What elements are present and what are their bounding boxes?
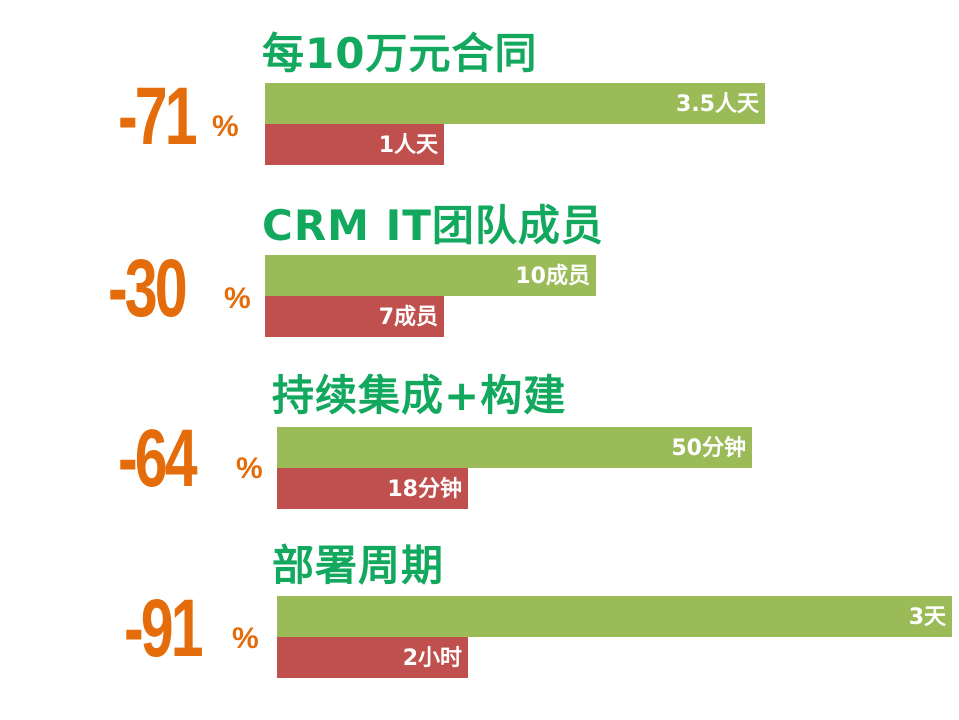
bar-after: 7成员 bbox=[265, 296, 444, 337]
percent-value: -64 bbox=[118, 413, 198, 504]
percent-sign: % bbox=[236, 452, 263, 485]
percent-change: -30% bbox=[108, 242, 258, 334]
percent-sign: % bbox=[212, 110, 239, 143]
bar-before: 3.5人天 bbox=[265, 83, 765, 124]
group-title: 持续集成+构建 bbox=[272, 371, 567, 420]
percent-sign: % bbox=[224, 282, 251, 315]
bar-before: 10成员 bbox=[265, 255, 596, 296]
bar-after: 2小时 bbox=[277, 637, 468, 678]
bar-before: 3天 bbox=[277, 596, 952, 637]
percent-sign: % bbox=[232, 622, 259, 655]
percent-change: -64% bbox=[118, 412, 268, 504]
bar-after: 1人天 bbox=[265, 124, 444, 165]
percent-change: -91% bbox=[124, 582, 274, 674]
percent-value: -71 bbox=[118, 71, 198, 162]
bar-after: 18分钟 bbox=[277, 468, 468, 509]
bar-before: 50分钟 bbox=[277, 427, 752, 468]
percent-value: -30 bbox=[108, 243, 188, 334]
percent-value: -91 bbox=[124, 583, 204, 674]
group-title: 每10万元合同 bbox=[262, 29, 538, 78]
percent-change: -71% bbox=[118, 70, 268, 162]
group-title: CRM IT团队成员 bbox=[262, 201, 604, 250]
group-title: 部署周期 bbox=[272, 541, 445, 590]
